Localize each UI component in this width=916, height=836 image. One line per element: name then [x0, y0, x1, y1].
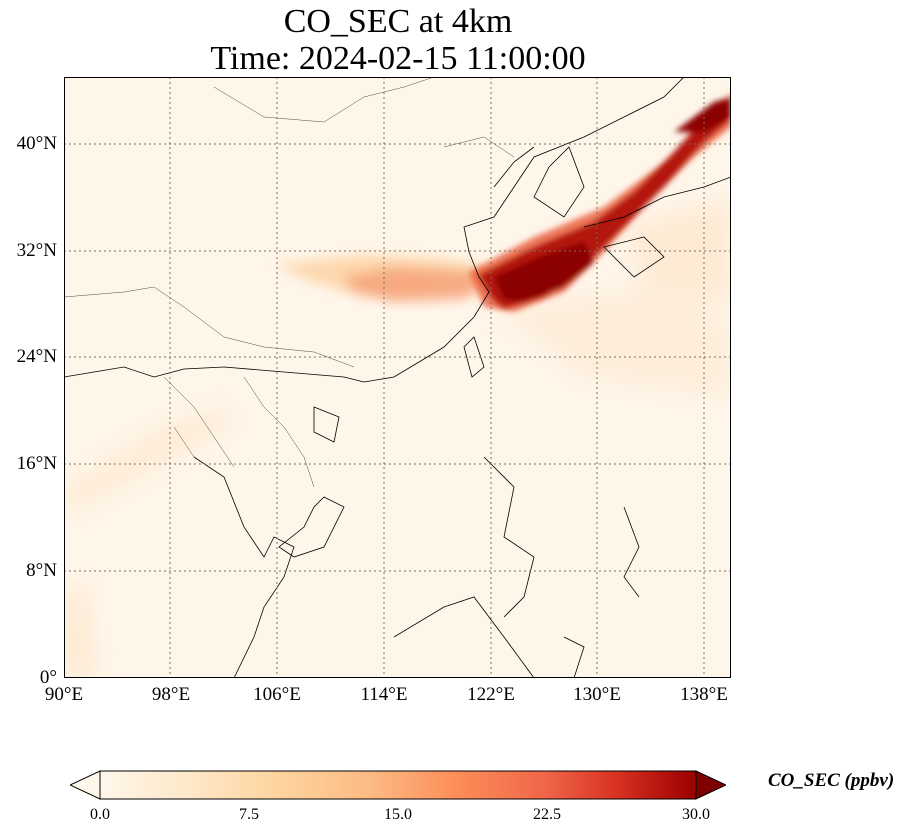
map-border — [64, 77, 731, 678]
lon-tick-label: 98°E — [151, 684, 191, 705]
colorbar-tick-label: 7.5 — [239, 806, 259, 823]
colorbar-label: CO_SEC (ppbv) — [768, 770, 895, 791]
lat-tick-label: 8°N — [26, 560, 57, 581]
lat-tick-label: 24°N — [16, 346, 57, 367]
coastlines — [64, 77, 731, 678]
colorbar-tick-label: 0.0 — [90, 806, 110, 823]
lat-tick-label: 0° — [39, 667, 57, 688]
co-plume-west-streak — [274, 255, 494, 302]
gridlines — [64, 77, 731, 678]
lat-tick-label: 16°N — [16, 453, 57, 474]
map-subtitle-time: Time: 2024-02-15 11:00:00 — [210, 40, 586, 77]
co-plume-main — [469, 92, 731, 312]
lat-tick-label: 32°N — [16, 240, 57, 261]
map-plot-area — [64, 77, 731, 678]
colorbar-tick-label: 15.0 — [384, 806, 412, 823]
lon-tick-label: 90°E — [44, 684, 84, 705]
colorbar-gradient — [100, 771, 696, 799]
lon-tick-label: 122°E — [467, 684, 515, 705]
lon-tick-label: 114°E — [360, 684, 408, 705]
lat-tick-label: 40°N — [16, 133, 57, 154]
co-haze-field — [64, 197, 731, 678]
colorbar-extend-min — [70, 770, 101, 800]
lon-tick-label: 130°E — [573, 684, 621, 705]
lon-tick-label: 106°E — [253, 684, 301, 705]
map-title: CO_SEC at 4km — [283, 3, 513, 40]
colorbar-extend-max — [695, 770, 726, 800]
lon-tick-label: 138°E — [680, 684, 728, 705]
colorbar — [70, 770, 726, 800]
colorbar-tick-label: 30.0 — [682, 806, 710, 823]
colorbar-tick-label: 22.5 — [533, 806, 561, 823]
country-borders — [64, 77, 515, 488]
